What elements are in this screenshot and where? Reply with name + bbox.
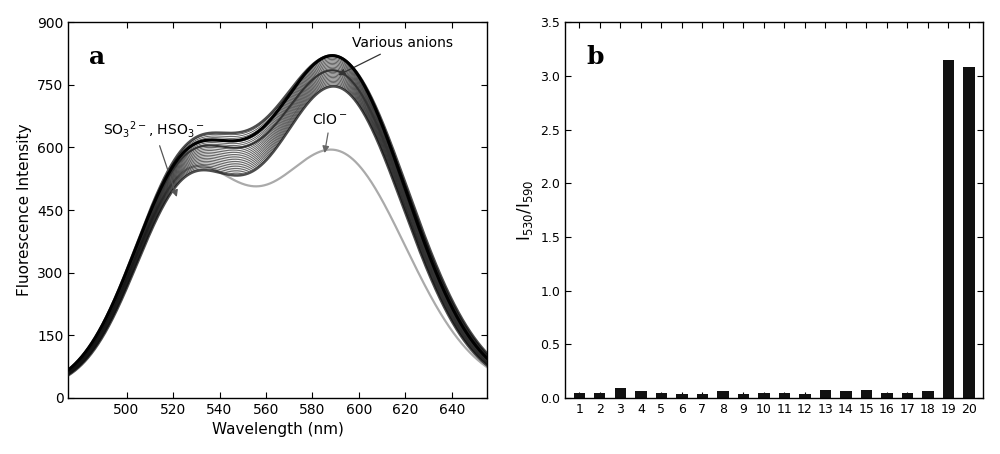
Bar [697, 394, 708, 398]
Bar [717, 391, 729, 398]
Bar [676, 394, 688, 398]
Bar [902, 393, 913, 398]
Bar [922, 391, 934, 398]
Bar [615, 388, 626, 398]
Text: ClO$^-$: ClO$^-$ [312, 113, 348, 152]
Bar [594, 393, 605, 398]
Text: b: b [586, 44, 603, 69]
Bar [758, 393, 770, 398]
Bar [738, 394, 749, 398]
Bar [840, 391, 852, 398]
Bar [861, 390, 872, 398]
Bar [963, 67, 975, 398]
Bar [881, 393, 893, 398]
Bar [656, 393, 667, 398]
Bar [943, 60, 954, 398]
Bar [799, 394, 811, 398]
X-axis label: Wavelength (nm): Wavelength (nm) [212, 422, 344, 437]
Bar [574, 393, 585, 398]
Bar [635, 391, 647, 398]
Y-axis label: Fluorescence Intensity: Fluorescence Intensity [17, 124, 32, 296]
Text: Various anions: Various anions [339, 36, 453, 74]
Bar [779, 393, 790, 398]
Bar [820, 390, 831, 398]
Y-axis label: I$_{530}$/I$_{590}$: I$_{530}$/I$_{590}$ [515, 179, 535, 241]
Text: a: a [89, 44, 106, 69]
Text: SO$_3$$^{2-}$, HSO$_3$$^-$: SO$_3$$^{2-}$, HSO$_3$$^-$ [103, 119, 205, 196]
